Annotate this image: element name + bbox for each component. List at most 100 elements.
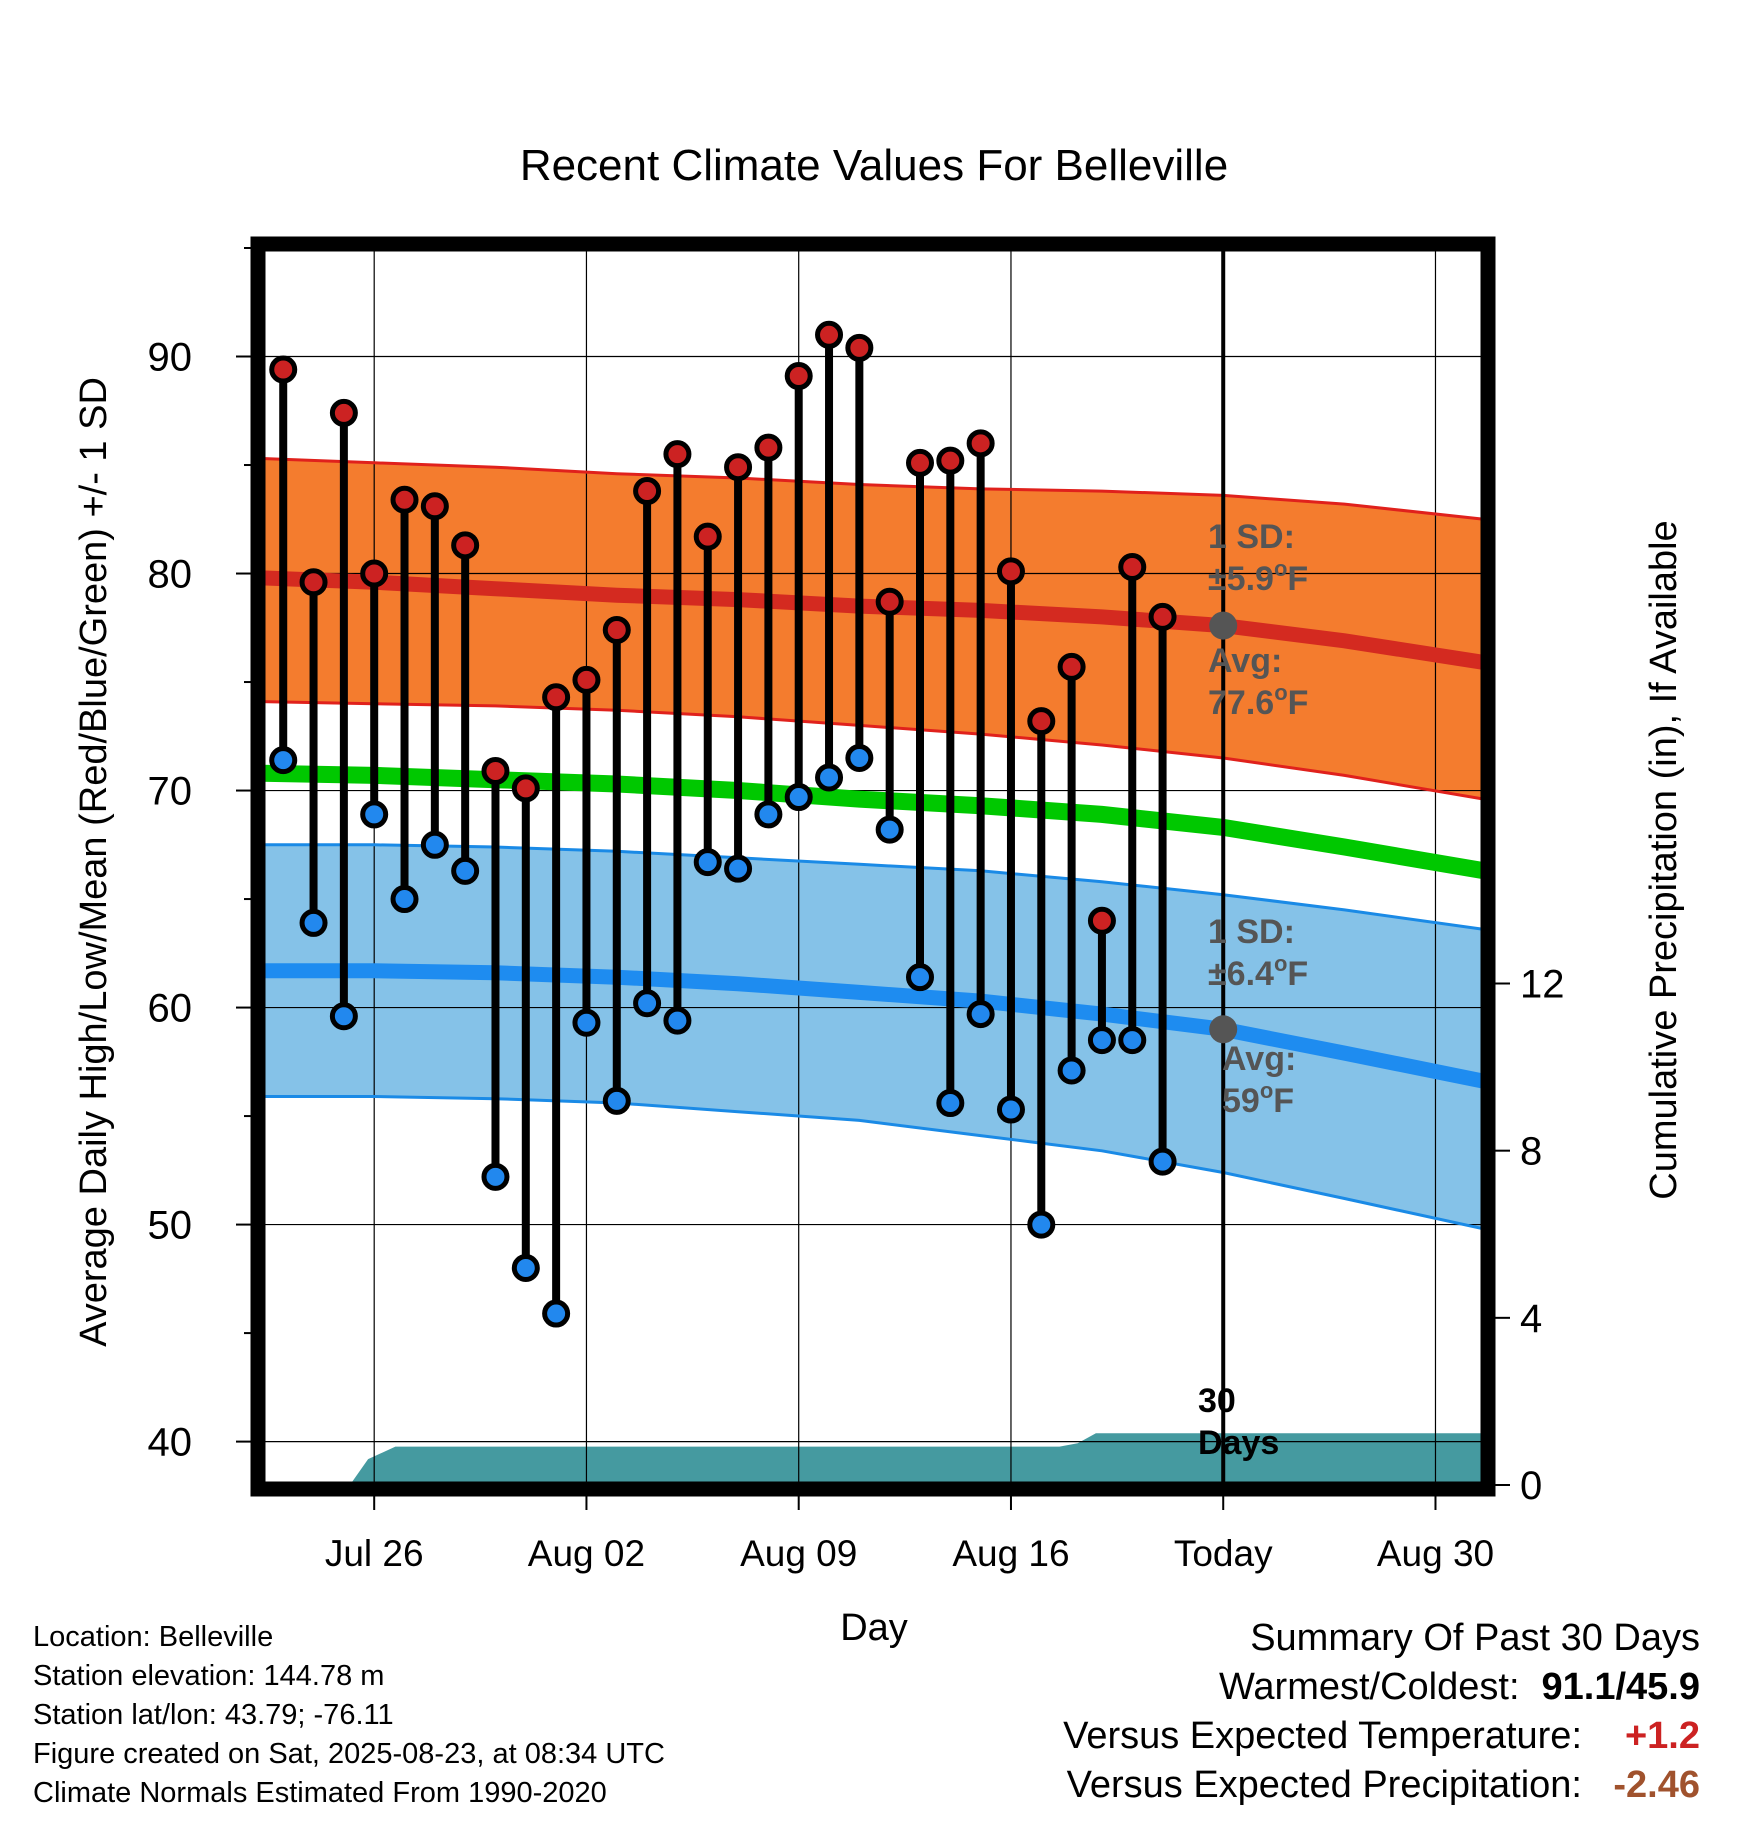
daily-low-dot bbox=[966, 1000, 995, 1029]
high-sd-band bbox=[262, 458, 1484, 800]
daily-high-dot bbox=[329, 398, 358, 427]
degree-sign: o bbox=[1274, 951, 1287, 976]
daily-high-dot bbox=[693, 522, 722, 551]
degree-sign: o bbox=[1274, 680, 1287, 705]
high-avg-number: 77.6 bbox=[1208, 684, 1274, 722]
daily-low-dot bbox=[693, 848, 722, 877]
daily-high-dot bbox=[1027, 707, 1056, 736]
daily-low-dot bbox=[754, 800, 783, 829]
x-tick-label: Aug 30 bbox=[1377, 1533, 1494, 1574]
high-sd-label: 1 SD: bbox=[1208, 518, 1295, 556]
daily-high-dot bbox=[542, 683, 571, 712]
station-info: Location: Belleville Station elevation: … bbox=[33, 1618, 665, 1813]
y2-tick-label: 4 bbox=[1520, 1297, 1542, 1341]
daily-high-dot bbox=[420, 492, 449, 521]
daily-low-dot bbox=[329, 1002, 358, 1031]
y2-tick-label: 0 bbox=[1520, 1464, 1542, 1508]
daily-high-dot bbox=[602, 615, 631, 644]
daily-high-dot bbox=[269, 355, 298, 384]
y-tick-label: 90 bbox=[148, 336, 193, 380]
daily-low-dot bbox=[996, 1095, 1025, 1124]
today-normal-high-dot bbox=[1209, 611, 1238, 640]
low-sd-value: ±6.4oF bbox=[1208, 951, 1308, 993]
warm-cold-value: 91.1/45.9 bbox=[1541, 1666, 1700, 1708]
daily-high-dot bbox=[451, 531, 480, 560]
degree-sign: o bbox=[1260, 1078, 1273, 1103]
normal-mean-line bbox=[262, 764, 1484, 880]
climate-normals-period: Climate Normals Estimated From 1990-2020 bbox=[33, 1777, 607, 1809]
x-tick-label: Today bbox=[1174, 1533, 1273, 1574]
daily-low-dot bbox=[936, 1089, 965, 1118]
plot-area bbox=[262, 248, 1484, 1485]
daily-high-dot bbox=[815, 320, 844, 349]
low-sd-number: ±6.4 bbox=[1208, 955, 1274, 993]
y-tick-label: 60 bbox=[148, 987, 193, 1031]
daily-high-dot bbox=[996, 557, 1025, 586]
station-latlon: Station lat/lon: 43.79; -76.11 bbox=[33, 1699, 394, 1731]
high-avg-value: 77.6oF bbox=[1208, 680, 1308, 722]
unit-letter: F bbox=[1287, 955, 1308, 993]
daily-high-dot bbox=[390, 485, 419, 514]
x-tick-label: Aug 09 bbox=[740, 1533, 857, 1574]
precip-vs-expected-label: Versus Expected Precipitation: bbox=[1066, 1764, 1582, 1806]
daily-high-dot bbox=[299, 568, 328, 597]
y2-tick-label: 8 bbox=[1520, 1130, 1542, 1174]
daily-low-dot bbox=[1057, 1056, 1086, 1085]
daily-low-dot bbox=[663, 1006, 692, 1035]
low-avg-value: 59oF bbox=[1222, 1078, 1294, 1120]
daily-low-dot bbox=[1148, 1147, 1177, 1176]
today-normal-low-dot bbox=[1209, 1015, 1238, 1044]
daily-high-dot bbox=[875, 587, 904, 616]
daily-high-dot bbox=[1148, 602, 1177, 631]
daily-high-dot bbox=[481, 757, 510, 786]
y-tick-label: 40 bbox=[148, 1421, 193, 1465]
daily-low-dot bbox=[845, 743, 874, 772]
x-tick-label: Jul 26 bbox=[325, 1533, 424, 1574]
low-avg-label: Avg: bbox=[1222, 1040, 1296, 1078]
daily-high-dot bbox=[966, 429, 995, 458]
today-window-unit: Days bbox=[1198, 1424, 1279, 1462]
summary-row-precip: Versus Expected Precipitation: -2.46 bbox=[1063, 1761, 1700, 1810]
low-sd-upper-edge bbox=[262, 843, 1484, 931]
daily-low-dot bbox=[481, 1162, 510, 1191]
daily-high-dot bbox=[784, 362, 813, 391]
daily-low-dot bbox=[875, 815, 904, 844]
degree-sign: o bbox=[1274, 556, 1287, 581]
x-axis-label: Day bbox=[840, 1607, 908, 1649]
chart-title: Recent Climate Values For Belleville bbox=[520, 141, 1228, 190]
daily-high-dot bbox=[1087, 906, 1116, 935]
high-sd-number: ±5.9 bbox=[1208, 560, 1274, 598]
daily-high-dot bbox=[724, 453, 753, 482]
high-avg-label: Avg: bbox=[1208, 642, 1282, 680]
low-avg-number: 59 bbox=[1222, 1082, 1260, 1120]
warm-cold-label: Warmest/Coldest: bbox=[1218, 1666, 1520, 1708]
daily-low-dot bbox=[511, 1253, 540, 1282]
daily-low-dot bbox=[269, 746, 298, 775]
daily-low-dot bbox=[360, 800, 389, 829]
daily-range-bars bbox=[269, 320, 1177, 1328]
daily-low-dot bbox=[1087, 1026, 1116, 1055]
summary-panel: Summary Of Past 30 Days Warmest/Coldest:… bbox=[1063, 1614, 1700, 1810]
daily-high-dot bbox=[1057, 652, 1086, 681]
daily-high-dot bbox=[906, 448, 934, 477]
x-tick-label: Aug 16 bbox=[952, 1533, 1069, 1574]
summary-title: Summary Of Past 30 Days bbox=[1250, 1617, 1700, 1659]
unit-letter: F bbox=[1273, 1082, 1294, 1120]
today-window-number: 30 bbox=[1198, 1382, 1236, 1420]
low-sd-lower-edge bbox=[262, 1095, 1484, 1231]
daily-low-dot bbox=[724, 854, 753, 883]
daily-low-dot bbox=[784, 783, 813, 812]
y-tick-label: 80 bbox=[148, 553, 193, 597]
normal-low-line bbox=[262, 963, 1484, 1089]
daily-high-dot bbox=[633, 477, 662, 506]
x-axis-ticks: Jul 26 Aug 02 Aug 09 Aug 16 Today Aug 30 bbox=[325, 1494, 1494, 1574]
station-elevation: Station elevation: 144.78 m bbox=[33, 1660, 385, 1692]
y-axis-label: Average Daily High/Low/Mean (Red/Blue/Gr… bbox=[73, 377, 115, 1347]
daily-high-dot bbox=[511, 774, 540, 803]
daily-low-dot bbox=[1118, 1026, 1147, 1055]
daily-low-dot bbox=[1027, 1210, 1056, 1239]
daily-low-dot bbox=[451, 856, 480, 885]
daily-high-dot bbox=[754, 433, 783, 462]
daily-low-dot bbox=[633, 989, 662, 1018]
low-sd-label: 1 SD: bbox=[1208, 913, 1295, 951]
